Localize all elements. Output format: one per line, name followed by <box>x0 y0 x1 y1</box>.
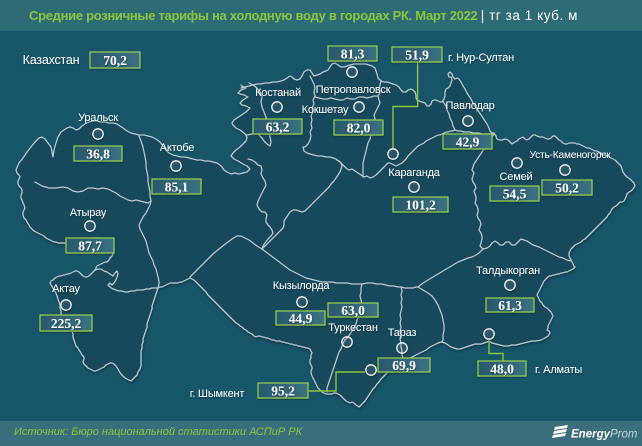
svg-text:42,9: 42,9 <box>456 135 480 150</box>
svg-text:Тараз: Тараз <box>388 327 417 339</box>
svg-text:54,5: 54,5 <box>503 187 527 202</box>
svg-text:85,1: 85,1 <box>165 180 189 195</box>
svg-text:Туркестан: Туркестан <box>328 322 378 334</box>
svg-text:48,0: 48,0 <box>490 362 514 377</box>
svg-text:г. Алматы: г. Алматы <box>535 364 582 376</box>
svg-text:61,3: 61,3 <box>498 298 522 313</box>
svg-text:36,8: 36,8 <box>86 147 110 162</box>
svg-text:Актау: Актау <box>52 283 80 295</box>
svg-text:Кызылорда: Кызылорда <box>273 280 331 292</box>
svg-text:Уральск: Уральск <box>78 112 118 124</box>
svg-text:101,2: 101,2 <box>405 198 436 213</box>
svg-text:69,9: 69,9 <box>392 358 416 373</box>
svg-text:Казахстан: Казахстан <box>23 53 80 67</box>
svg-text:г. Нур-Султан: г. Нур-Султан <box>448 52 514 64</box>
svg-text:Костанай: Костанай <box>255 87 301 99</box>
svg-text:Петропавловск: Петропавловск <box>316 84 391 96</box>
svg-text:63,0: 63,0 <box>341 303 365 318</box>
svg-text:Атырау: Атырау <box>70 207 107 219</box>
svg-text:50,2: 50,2 <box>555 181 579 196</box>
svg-text:Талдыкорган: Талдыкорган <box>476 265 540 277</box>
svg-text:82,0: 82,0 <box>347 121 371 136</box>
svg-text:Актобе: Актобе <box>160 142 194 154</box>
svg-text:87,7: 87,7 <box>78 239 102 254</box>
svg-text:г. Шымкент: г. Шымкент <box>190 388 245 400</box>
svg-text:95,2: 95,2 <box>271 384 295 399</box>
svg-text:Кокшетау: Кокшетау <box>302 104 349 116</box>
svg-text:63,2: 63,2 <box>266 120 290 135</box>
svg-text:EnergyProm: EnergyProm <box>571 429 638 441</box>
svg-text:81,3: 81,3 <box>341 47 365 62</box>
svg-text:51,9: 51,9 <box>405 48 429 63</box>
svg-text:225,2: 225,2 <box>51 316 82 331</box>
svg-text:Усть-Каменогорск: Усть-Каменогорск <box>530 150 612 161</box>
svg-text:Караганда: Караганда <box>388 167 441 179</box>
svg-text:44,9: 44,9 <box>289 311 313 326</box>
svg-text:Семей: Семей <box>500 171 533 183</box>
svg-text:70,2: 70,2 <box>103 53 127 68</box>
svg-text:Павлодар: Павлодар <box>445 100 494 112</box>
